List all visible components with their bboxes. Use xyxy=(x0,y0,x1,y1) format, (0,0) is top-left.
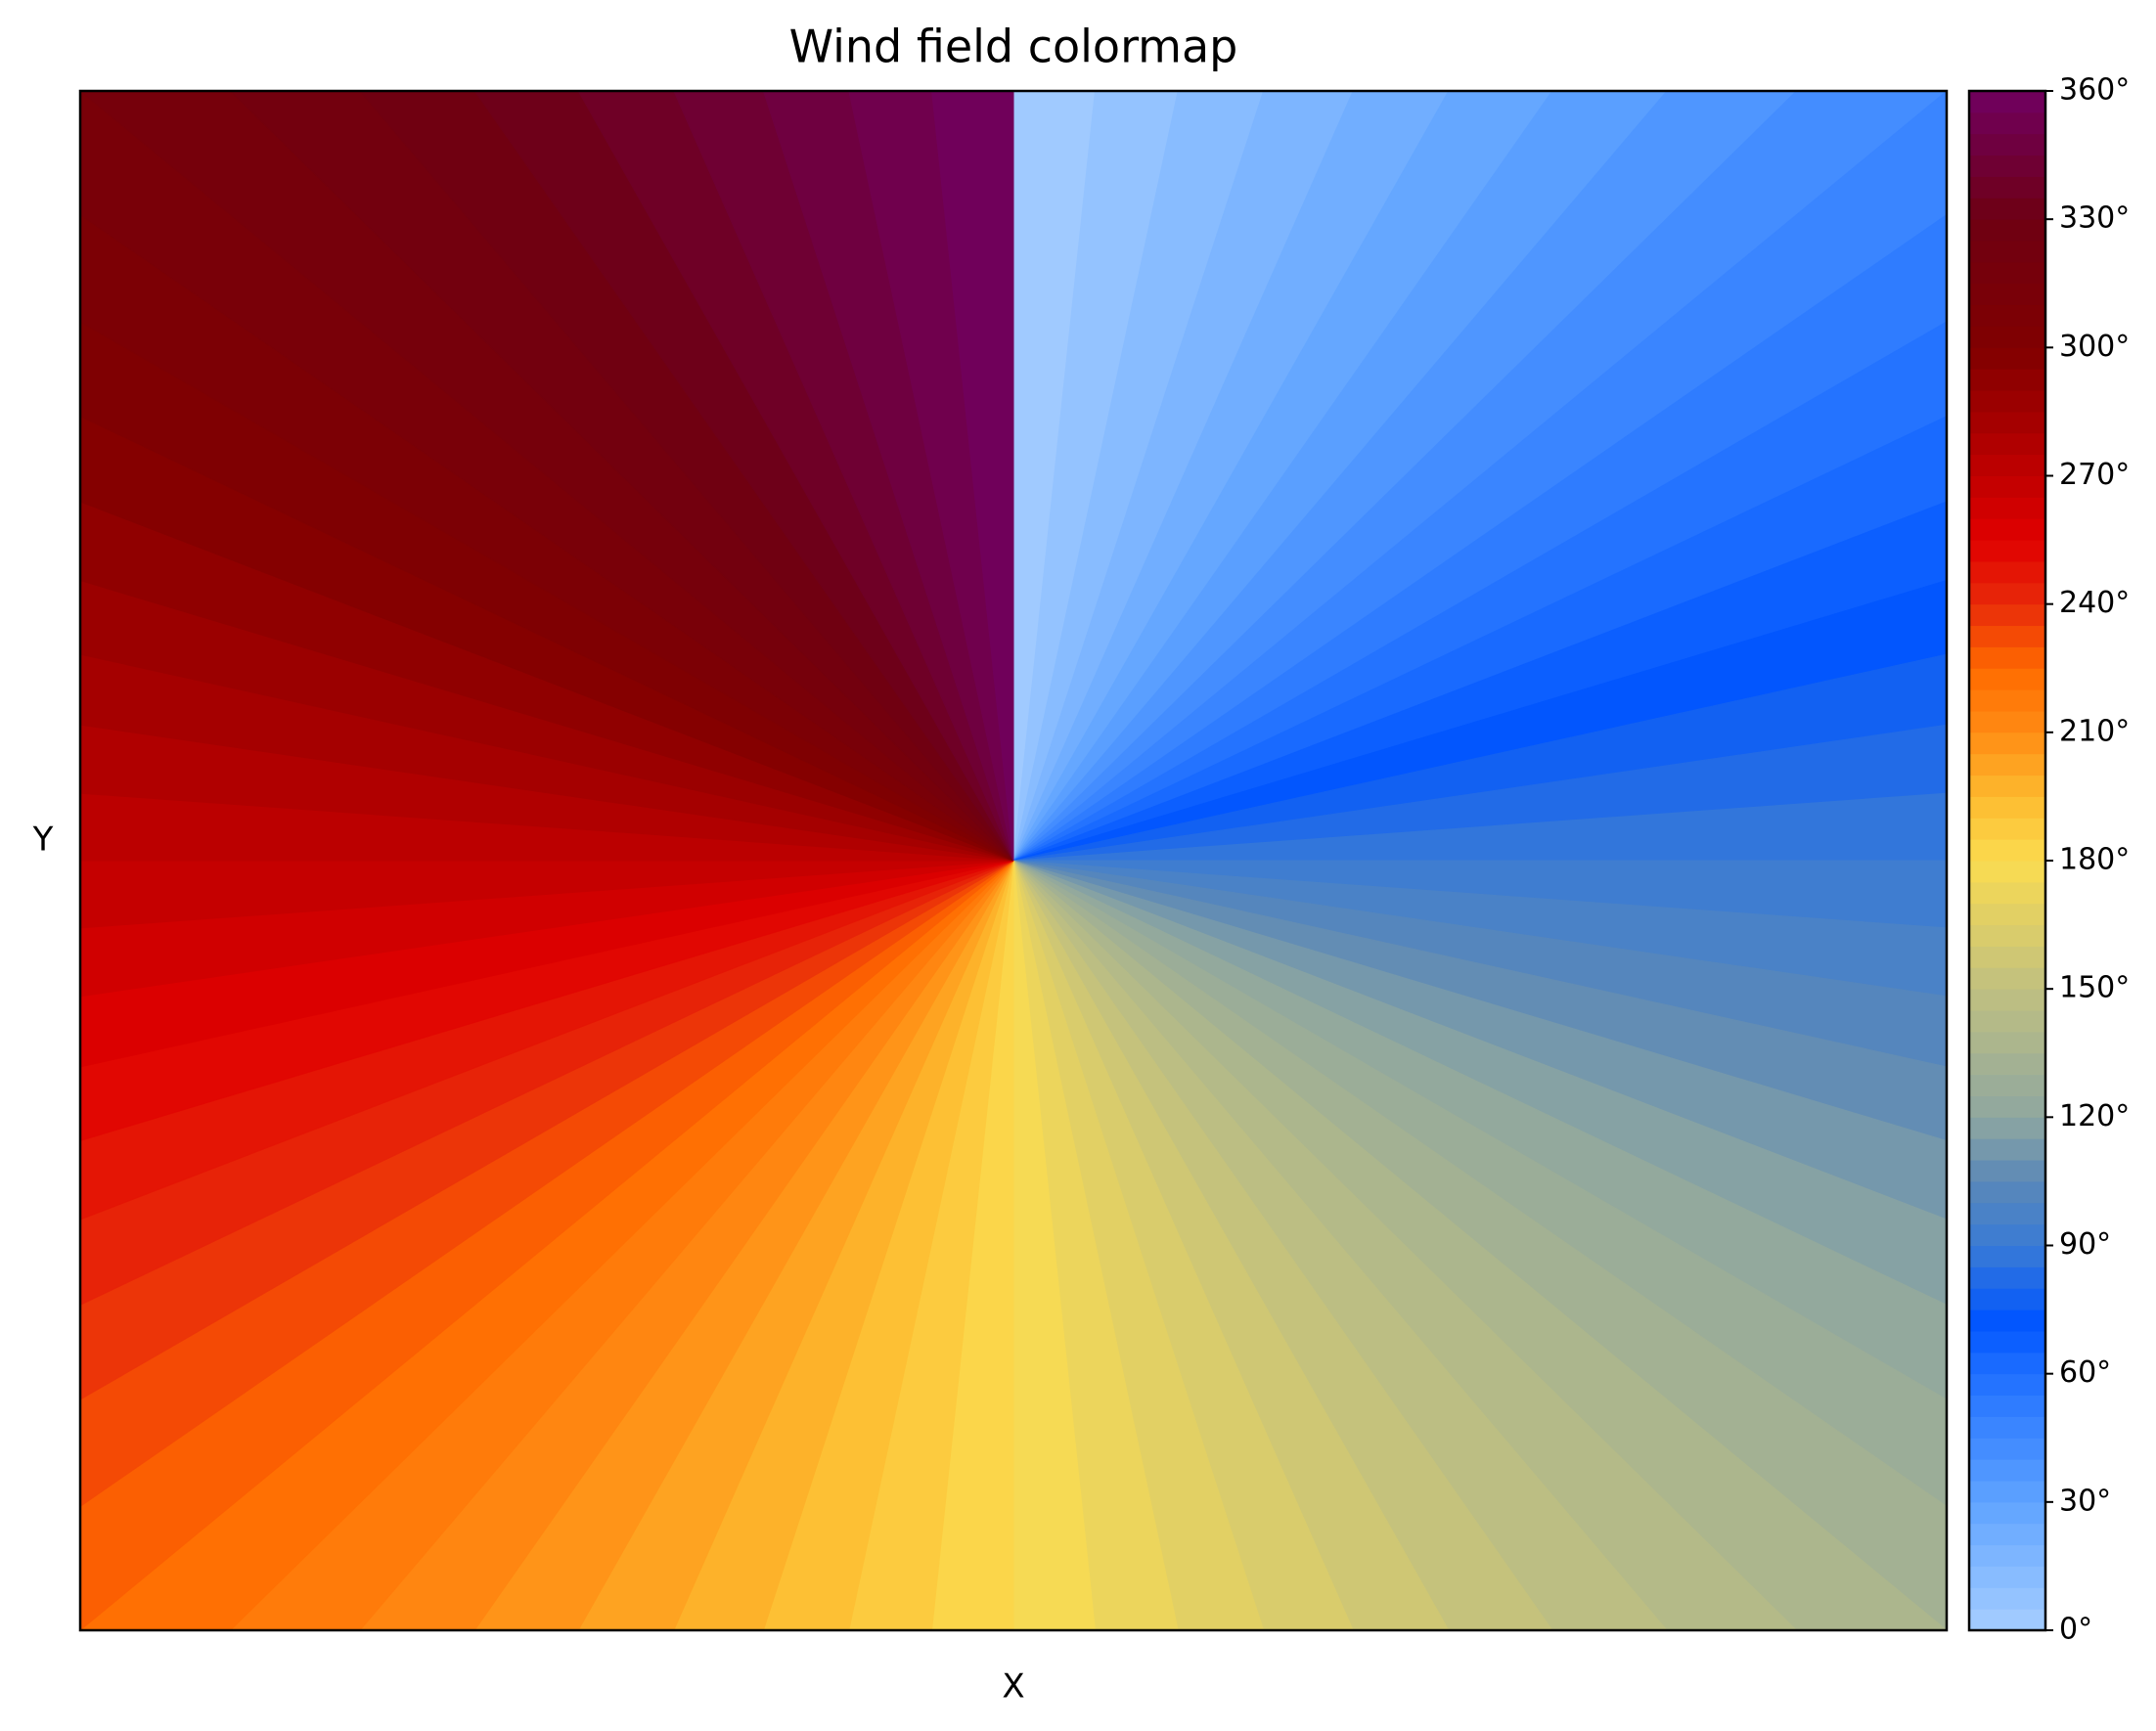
colorbar-band xyxy=(1969,1395,2045,1417)
colorbar-band xyxy=(1969,1095,2045,1118)
colorbar-band xyxy=(1969,560,2045,584)
colorbar-band xyxy=(1969,1223,2045,1246)
colorbar-tick-label: 0° xyxy=(2059,1613,2092,1647)
colorbar-band xyxy=(1969,155,2045,177)
colorbar-band xyxy=(1969,1180,2045,1204)
colorbar-band xyxy=(1969,1309,2045,1332)
colorbar-tick-label: 150° xyxy=(2059,971,2130,1005)
colorbar-band xyxy=(1969,1501,2045,1525)
colorbar-band xyxy=(1969,111,2045,135)
colorbar-band xyxy=(1969,839,2045,862)
colorbar-band xyxy=(1969,1416,2045,1439)
colorbar-band xyxy=(1969,91,2045,113)
colorbar-band xyxy=(1969,1373,2045,1397)
colorbar-band xyxy=(1969,732,2045,755)
colorbar-band xyxy=(1969,326,2045,348)
colorbar-band xyxy=(1969,1010,2045,1033)
colorbar-band xyxy=(1969,1288,2045,1310)
colorbar-band xyxy=(1969,668,2045,690)
plot-area xyxy=(78,89,1949,1632)
colorbar-band xyxy=(1969,903,2045,926)
chart-title: Wind field colormap xyxy=(789,21,1238,73)
colorbar-band xyxy=(1969,1052,2045,1076)
colorbar-band xyxy=(1969,1438,2045,1460)
colorbar-band xyxy=(1969,818,2045,840)
colorbar-tick-label: 300° xyxy=(2059,330,2130,364)
y-axis-label: Y xyxy=(32,821,54,860)
colorbar-band xyxy=(1969,475,2045,498)
colorbar-band xyxy=(1969,1330,2045,1354)
colorbar-band xyxy=(1969,497,2045,519)
colorbar-tick-label: 210° xyxy=(2059,714,2130,748)
colorbar-band xyxy=(1969,603,2045,627)
colorbar-band xyxy=(1969,219,2045,242)
colorbar-band xyxy=(1969,1566,2045,1588)
colorbar-band xyxy=(1969,775,2045,797)
colorbar-band xyxy=(1969,390,2045,413)
colorbar-band xyxy=(1969,540,2045,562)
colorbar-band xyxy=(1969,347,2045,370)
colorbar: 0° 30° 60° 90° 120° 150° 180° 210° 240° 270° 300° 3… xyxy=(1967,73,2130,1647)
colorbar-band xyxy=(1969,1480,2045,1503)
colorbar-band xyxy=(1969,946,2045,968)
colorbar-band xyxy=(1969,241,2045,263)
colorbar-band xyxy=(1969,689,2045,712)
colorbar-band xyxy=(1969,967,2045,990)
colorbar-band xyxy=(1969,881,2045,905)
colorbar-band xyxy=(1969,1160,2045,1182)
colorbar-tick-label: 360° xyxy=(2059,73,2130,108)
colorbar-band xyxy=(1969,1117,2045,1139)
colorbar-band xyxy=(1969,1074,2045,1096)
colorbar-band xyxy=(1969,304,2045,327)
colorbar-band xyxy=(1969,1031,2045,1054)
colorbar-band xyxy=(1969,625,2045,647)
plot-frame xyxy=(78,89,1949,1632)
colorbar-band xyxy=(1969,1245,2045,1267)
colorbar-band xyxy=(1969,1138,2045,1161)
colorbar-band xyxy=(1969,1352,2045,1375)
colorbar-tick-label: 30° xyxy=(2059,1484,2111,1518)
colorbar-band xyxy=(1969,454,2045,476)
colorbar-band xyxy=(1969,198,2045,220)
colorbar-band xyxy=(1969,861,2045,883)
colorbar-tick-label: 120° xyxy=(2059,1099,2130,1133)
colorbar-band xyxy=(1969,261,2045,285)
colorbar-band xyxy=(1969,924,2045,947)
colorbar-band xyxy=(1969,1459,2045,1482)
colorbar-band xyxy=(1969,1266,2045,1289)
colorbar-band xyxy=(1969,432,2045,456)
colorbar-band xyxy=(1969,1609,2045,1631)
colorbar-tick-label: 90° xyxy=(2059,1227,2111,1262)
colorbar-band xyxy=(1969,646,2045,669)
colorbar-tick-label: 330° xyxy=(2059,201,2130,236)
colorbar-band xyxy=(1969,369,2045,391)
colorbar-band xyxy=(1969,283,2045,306)
colorbar-band xyxy=(1969,989,2045,1011)
x-axis-label: X xyxy=(1002,1667,1024,1707)
colorbar-band xyxy=(1969,133,2045,156)
colorbar-band xyxy=(1969,1587,2045,1610)
colorbar-tick-label: 270° xyxy=(2059,458,2130,492)
colorbar-band xyxy=(1969,753,2045,777)
colorbar-band xyxy=(1969,411,2045,434)
colorbar-tick-label: 180° xyxy=(2059,843,2130,877)
colorbar-band xyxy=(1969,518,2045,541)
colorbar-tick-label: 60° xyxy=(2059,1355,2111,1390)
colorbar-band xyxy=(1969,710,2045,733)
colorbar-band xyxy=(1969,796,2045,819)
colorbar-band xyxy=(1969,1523,2045,1546)
colorbar-band xyxy=(1969,1544,2045,1567)
colorbar-band xyxy=(1969,582,2045,605)
colorbar-band xyxy=(1969,176,2045,199)
colorbar-band xyxy=(1969,1202,2045,1225)
colorbar-tick-label: 240° xyxy=(2059,586,2130,620)
